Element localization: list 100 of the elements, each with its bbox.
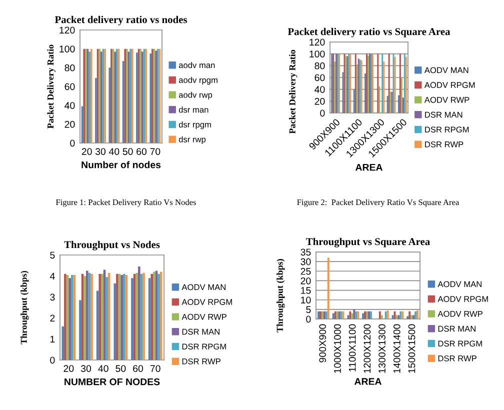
x-tick-label: 1400X1400 xyxy=(393,324,400,373)
y-tick-label: 120 xyxy=(60,26,75,34)
x-tick-label: 70 xyxy=(150,365,160,372)
caption: Figure 1: Packet Delivery Ratio Vs Nodes xyxy=(56,199,196,207)
y-tick-label: 60 xyxy=(314,74,325,82)
legend-label: DSR MAN xyxy=(438,326,476,332)
legend-label: aodv rpgm xyxy=(178,76,218,85)
y-axis-title: Packet Delivery Ratio xyxy=(47,44,56,128)
legend-label: DSR MAN xyxy=(182,328,220,335)
legend-label: AODV RWP xyxy=(182,314,226,320)
y-tick-label: 5 xyxy=(306,306,311,314)
y-tick-label: 120 xyxy=(310,38,325,46)
y-tick-label: 40 xyxy=(314,86,325,93)
bar xyxy=(101,274,104,360)
caption: Figure 2: Packet Delivery Ratio Vs Square Area xyxy=(297,199,460,207)
legend-label: AODV MAN xyxy=(438,281,482,288)
y-tick-label: 80 xyxy=(314,62,325,70)
x-tick-label: 60 xyxy=(133,365,144,372)
legend-label: aodv rwp xyxy=(178,92,212,100)
y-tick-label: 5 xyxy=(50,252,55,259)
bar xyxy=(142,272,145,360)
bar xyxy=(84,276,86,360)
y-tick-label: 25 xyxy=(300,268,311,275)
bar xyxy=(98,274,102,360)
bar xyxy=(68,278,71,360)
legend-label: dsr rwp xyxy=(178,136,206,144)
bar xyxy=(150,274,154,360)
y-tick-label: 3 xyxy=(50,294,55,301)
legend-label: DSR RWP xyxy=(438,355,476,362)
y-tick-label: 100 xyxy=(60,46,75,52)
y-axis-title: Throughput (kbps) xyxy=(20,270,29,344)
y-axis-title: Packet Delivery Ratio xyxy=(289,50,298,134)
x-tick-label: 40 xyxy=(98,365,108,372)
legend-label: DSR RPGM xyxy=(182,344,226,350)
x-axis-title: AREA xyxy=(355,164,383,171)
y-tick-label: 10 xyxy=(301,296,311,304)
x-axis-title: NUMBER OF NODES xyxy=(64,378,160,386)
y-tick-label: 20 xyxy=(300,277,311,284)
legend-label: AODV RPGM xyxy=(182,299,232,305)
bar xyxy=(106,277,108,360)
legend-label: AODV RWP xyxy=(438,310,482,317)
legend-label: DSR RPGM xyxy=(438,340,482,347)
legend-label: DSR RPGM xyxy=(425,126,469,133)
bar xyxy=(108,272,110,360)
y-tick-label: 30 xyxy=(300,258,311,266)
legend-label: DSR RWP xyxy=(182,358,220,364)
x-tick-label: 1300X1300 xyxy=(378,324,386,373)
x-axis-title: Number of nodes xyxy=(82,161,161,168)
y-tick-label: 80 xyxy=(64,64,75,72)
x-tick-label: 30 xyxy=(95,148,106,155)
bar xyxy=(138,266,140,360)
y-tick-label: 0 xyxy=(50,356,55,364)
y-tick-label: 2 xyxy=(50,314,55,322)
bar xyxy=(131,278,134,360)
chart-title: Throughput vs Nodes xyxy=(64,240,160,250)
legend-label: dsr man xyxy=(178,106,208,113)
y-tick-label: 100 xyxy=(310,50,325,58)
bar xyxy=(70,274,74,360)
y-tick-label: 0 xyxy=(306,316,311,323)
legend-label: DSR MAN xyxy=(425,112,462,118)
bar xyxy=(62,326,64,360)
bar xyxy=(158,274,160,360)
bar xyxy=(116,274,118,360)
bar xyxy=(64,274,66,360)
x-tick-label: 900X900 xyxy=(319,324,326,362)
bar xyxy=(122,274,126,360)
x-tick-label: 1200X1200 xyxy=(364,324,371,373)
bar xyxy=(120,274,123,360)
x-tick-label: 1100X1100 xyxy=(348,324,356,372)
y-tick-label: 20 xyxy=(314,98,325,105)
legend-label: dsr rpgm xyxy=(178,121,211,130)
y-axis-title: Throughput (kbps) xyxy=(276,259,285,332)
bar xyxy=(153,272,156,360)
bar xyxy=(160,272,162,360)
legend-label: aodv man xyxy=(178,62,215,68)
y-tick-label: 4 xyxy=(50,272,55,280)
chart-title: Throughput vs Square Area xyxy=(306,238,430,248)
chart-title: Packet delivery ratio vs nodes xyxy=(54,16,187,26)
y-tick-label: 35 xyxy=(300,248,311,256)
x-tick-label: 30 xyxy=(80,365,92,372)
x-tick-label: 70 xyxy=(150,148,160,155)
bar xyxy=(114,283,116,360)
y-tick-label: 0 xyxy=(70,140,75,147)
x-axis-title: AREA xyxy=(354,378,382,385)
y-tick-label: 1 xyxy=(50,336,55,343)
x-tick-label: 20 xyxy=(82,148,92,155)
y-tick-label: 0 xyxy=(320,110,325,117)
x-tick-label: 50 xyxy=(116,365,126,372)
legend-label: AODV RWP xyxy=(424,96,470,103)
chart-title: Packet delivery ratio vs Square Area xyxy=(288,28,450,38)
x-tick-label: 50 xyxy=(122,148,133,155)
bar xyxy=(136,272,138,360)
legend-label: AODV MAN xyxy=(424,67,468,74)
y-tick-label: 40 xyxy=(64,102,75,109)
x-tick-label: 1000X1000 xyxy=(334,324,341,373)
x-tick-label: 40 xyxy=(108,148,120,155)
legend-label: AODV RPGM xyxy=(424,82,475,88)
legend-label: DSR RWP xyxy=(425,141,464,148)
y-tick-label: 60 xyxy=(64,83,75,90)
x-tick-label: 1500X1500 xyxy=(408,324,416,373)
